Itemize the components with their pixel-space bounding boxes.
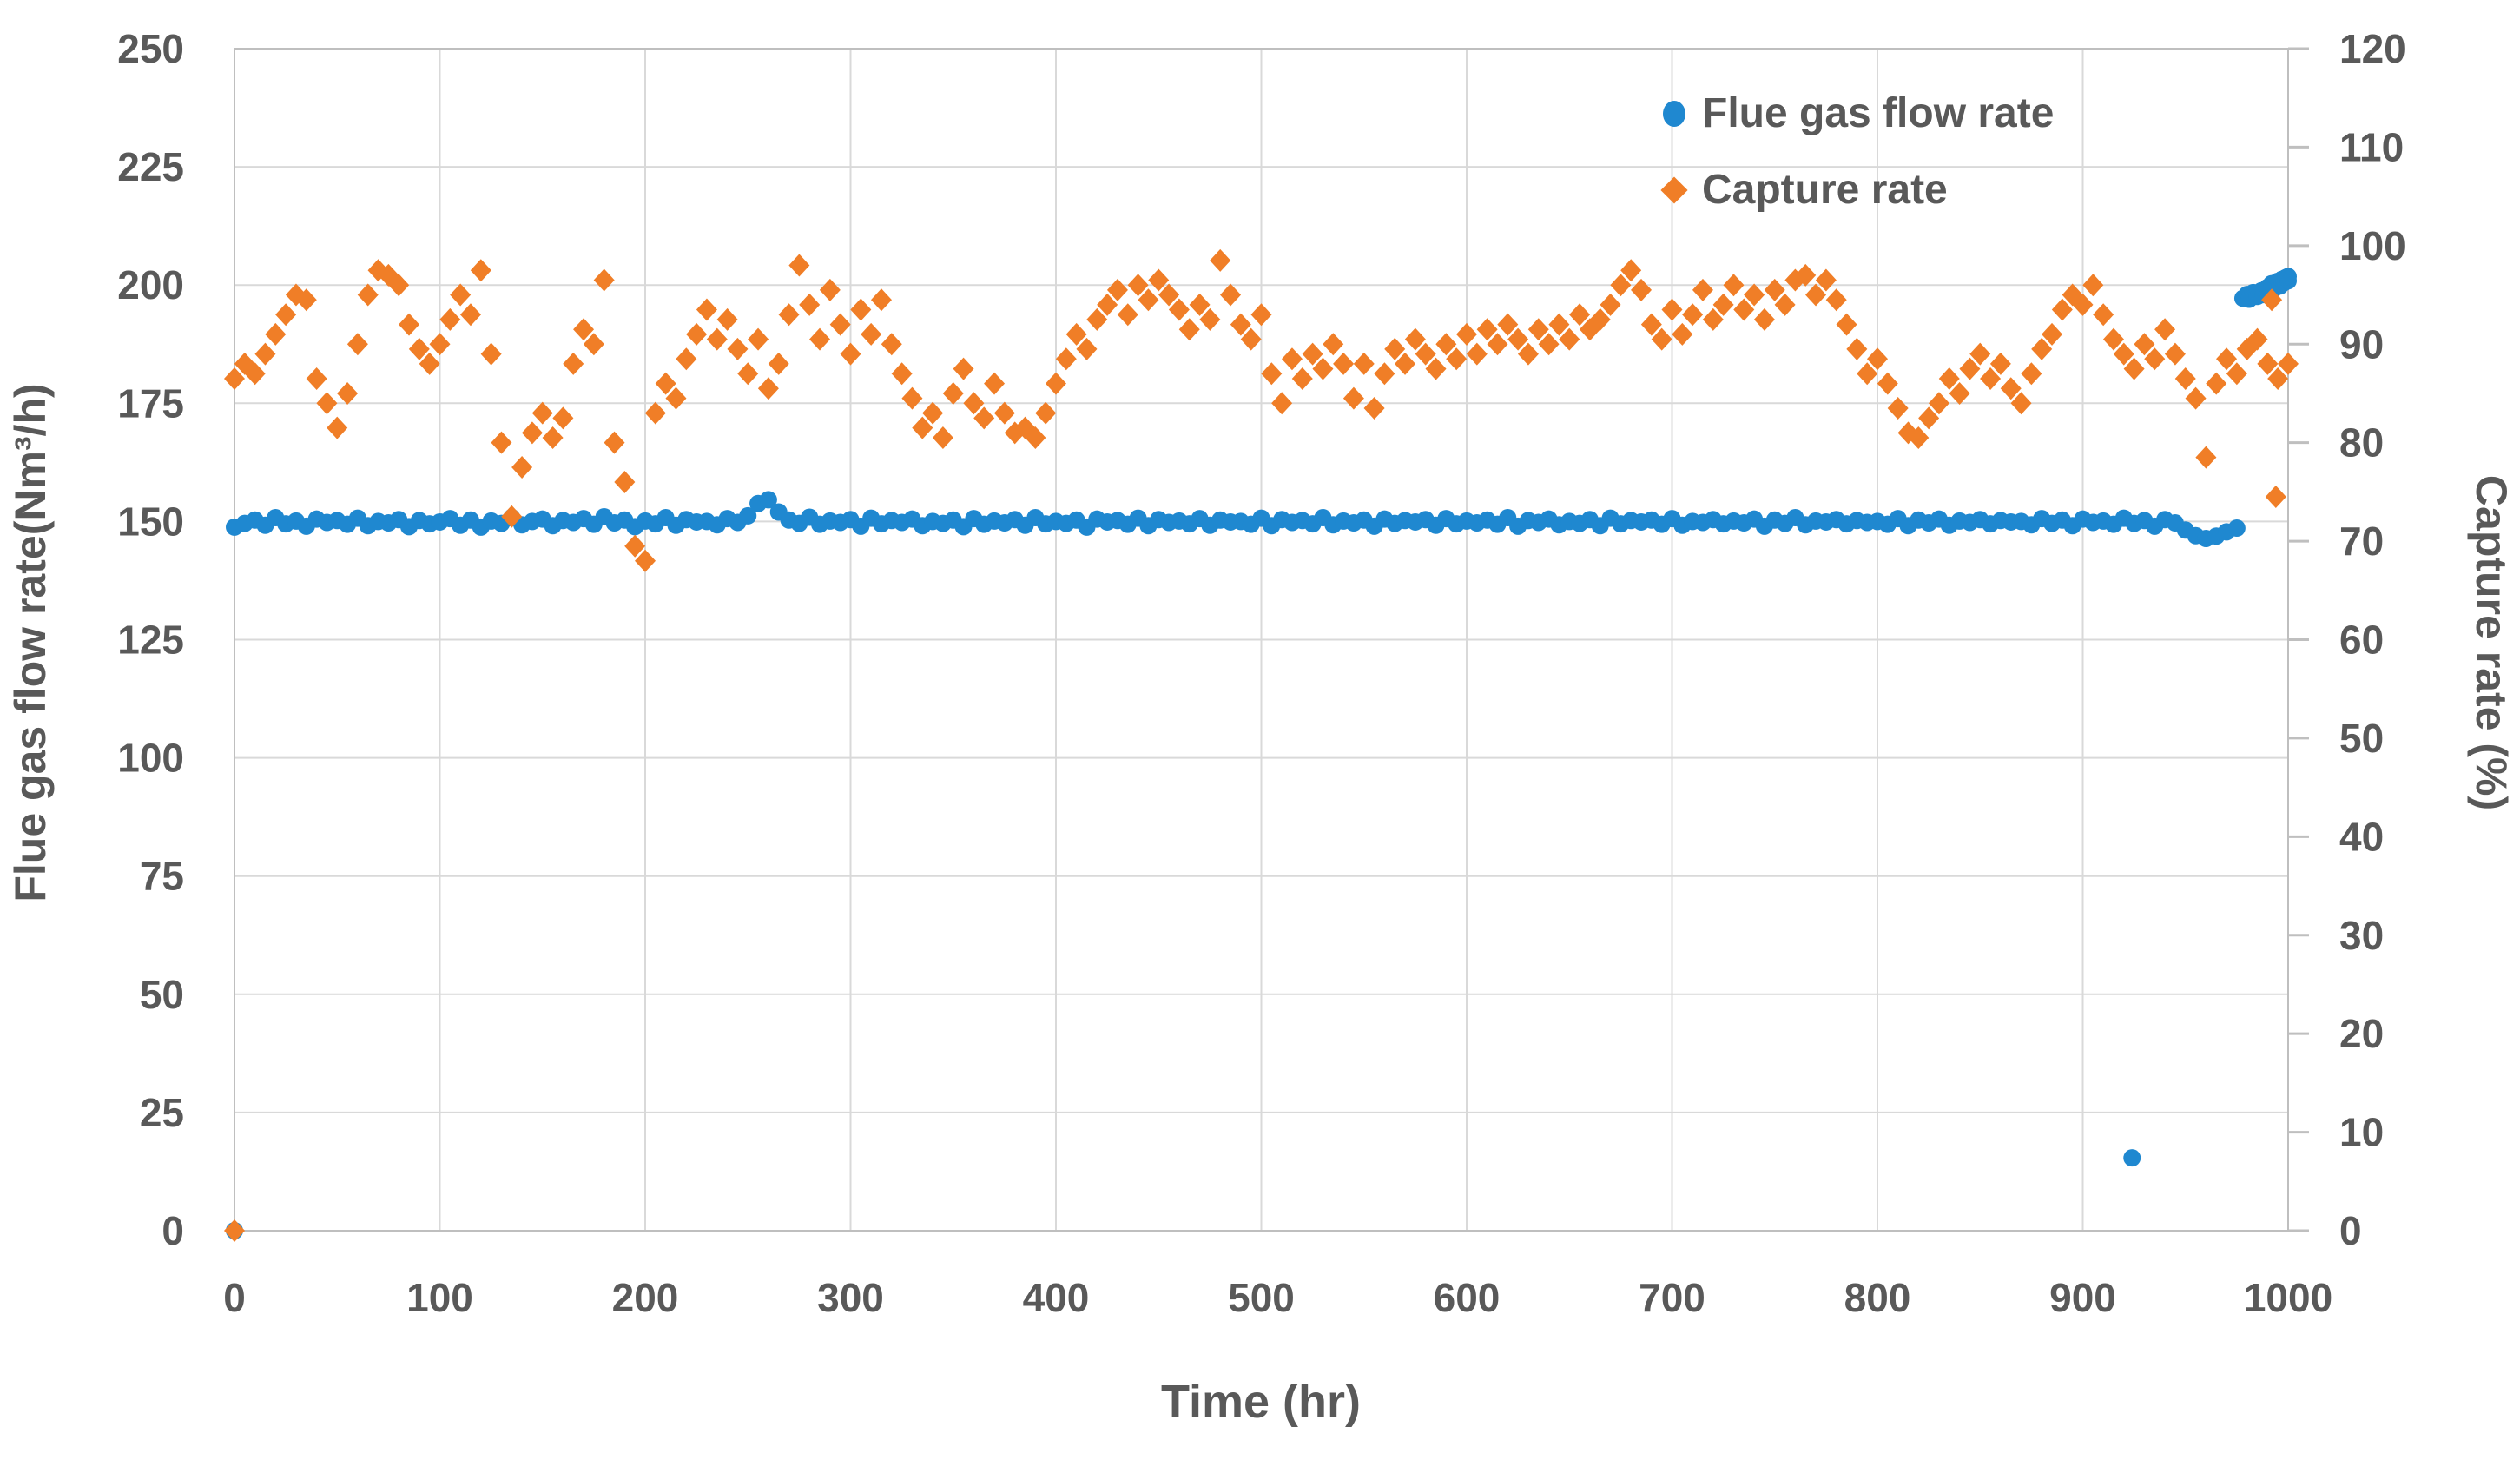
svg-text:120: 120 [2339, 26, 2406, 71]
svg-text:30: 30 [2339, 913, 2384, 958]
svg-text:10: 10 [2339, 1110, 2384, 1155]
svg-text:50: 50 [2339, 716, 2384, 761]
svg-text:300: 300 [817, 1275, 884, 1320]
svg-text:900: 900 [2049, 1275, 2116, 1320]
right-axis-tick-marks [2288, 47, 2309, 1232]
svg-text:125: 125 [117, 618, 184, 663]
left-axis-title: Flue gas flow rate(Nm³/h) [6, 383, 55, 902]
x-axis-tick-labels: 0 100 200 300 400 500 600 700 800 900 1000 [223, 1275, 2332, 1320]
svg-text:100: 100 [406, 1275, 473, 1320]
legend-item-capture-rate: Capture rate [1646, 158, 2054, 222]
svg-text:60: 60 [2339, 618, 2384, 663]
svg-text:500: 500 [1228, 1275, 1295, 1320]
legend-label: Capture rate [1702, 167, 1948, 213]
left-axis-tick-labels: 0 25 50 75 100 125 150 175 200 225 250 [117, 26, 184, 1253]
legend-circle-marker-icon [1646, 101, 1702, 127]
svg-text:225: 225 [117, 144, 184, 189]
svg-text:200: 200 [117, 262, 184, 307]
svg-text:70: 70 [2339, 519, 2384, 564]
legend-label: Flue gas flow rate [1702, 90, 2055, 136]
svg-text:200: 200 [612, 1275, 679, 1320]
scatter-capture-rate [224, 248, 2299, 1242]
svg-text:25: 25 [140, 1090, 184, 1135]
svg-text:600: 600 [1434, 1275, 1501, 1320]
right-axis-tick-labels: 0 10 20 30 40 50 60 70 80 90 100 110 120 [2339, 26, 2406, 1253]
svg-text:700: 700 [1639, 1275, 1705, 1320]
svg-text:400: 400 [1023, 1275, 1090, 1320]
svg-text:50: 50 [140, 972, 184, 1017]
svg-text:250: 250 [117, 26, 184, 71]
svg-text:20: 20 [2339, 1011, 2384, 1056]
svg-text:100: 100 [117, 736, 184, 781]
svg-text:800: 800 [1844, 1275, 1911, 1320]
svg-text:0: 0 [162, 1208, 184, 1253]
right-axis-title: Capture rate (%) [2467, 475, 2516, 810]
svg-text:40: 40 [2339, 814, 2384, 859]
svg-text:0: 0 [223, 1275, 246, 1320]
svg-text:80: 80 [2339, 420, 2384, 466]
x-axis-title: Time (hr) [1161, 1376, 1361, 1428]
legend-diamond-marker-icon [1646, 176, 1702, 204]
svg-text:90: 90 [2339, 321, 2384, 367]
svg-text:175: 175 [117, 380, 184, 426]
svg-text:0: 0 [2339, 1208, 2362, 1253]
scatter-flue-gas-flow-rate [226, 268, 2297, 1239]
svg-text:150: 150 [117, 499, 184, 544]
svg-text:100: 100 [2339, 223, 2406, 268]
chart-legend: Flue gas flow rate Capture rate [1646, 82, 2054, 222]
gridlines [234, 48, 2289, 1232]
svg-text:1000: 1000 [2244, 1275, 2332, 1320]
legend-item-flue-gas-flow-rate: Flue gas flow rate [1646, 82, 2054, 146]
svg-text:110: 110 [2339, 124, 2404, 169]
svg-text:75: 75 [140, 854, 184, 899]
